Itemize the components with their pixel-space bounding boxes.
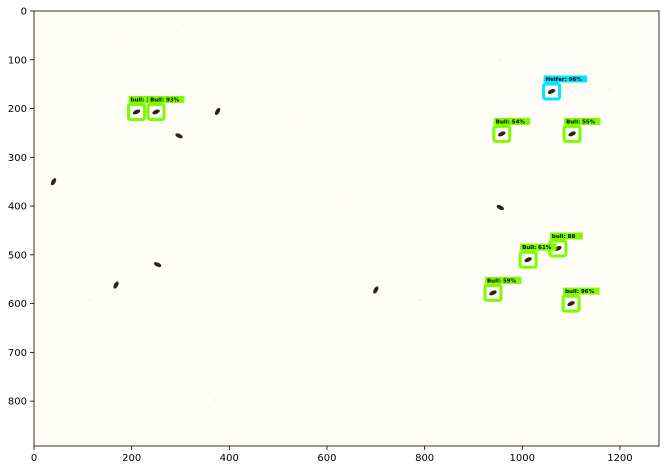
detection-label-bg <box>543 75 588 83</box>
detection-box <box>518 250 538 269</box>
detection-box <box>562 124 582 143</box>
detection-bull: Bull: 55% <box>562 117 601 143</box>
y-tick-label: 700 <box>8 348 27 359</box>
detection-label-bg <box>148 95 185 103</box>
insect <box>524 257 532 263</box>
detection-label: Bull: 93% <box>150 97 180 103</box>
detection-bull: Bull: 59% <box>483 276 522 302</box>
insect <box>568 131 576 137</box>
detection-heifer: Heifer: 96% <box>542 75 588 101</box>
detection-box <box>492 124 512 143</box>
insect <box>152 109 160 115</box>
insect <box>489 290 497 296</box>
detection-label: Heifer: 96% <box>546 77 583 83</box>
insect <box>498 131 506 137</box>
y-tick-label: 200 <box>8 104 27 115</box>
insect <box>113 281 119 289</box>
detection-box <box>146 102 166 121</box>
y-tick-label: 800 <box>8 397 27 408</box>
x-tick-label: 600 <box>317 453 336 464</box>
detection-label-bg <box>484 276 522 284</box>
x-tick-label: 0 <box>31 453 37 464</box>
y-tick-label: 400 <box>8 202 27 213</box>
detection-box <box>542 82 562 101</box>
x-tick-label: 1000 <box>510 453 535 464</box>
detection-layer: bull: 3 Bull: 93% Heifer: 96% Bull: 54% Bull… <box>127 75 601 313</box>
detection-label: Bull: 54% <box>496 119 526 125</box>
x-tick-label: 800 <box>415 453 434 464</box>
insect <box>567 301 575 307</box>
detection-label: Bull: 59% <box>487 278 517 284</box>
insect <box>496 205 505 211</box>
detection-bull: Bull: 54% <box>492 117 531 143</box>
y-tick-label: 300 <box>8 153 27 164</box>
x-tick-label: 400 <box>220 453 239 464</box>
x-axis: 0 200 400 600 800 1000 1200 <box>31 446 633 464</box>
detection-label: bull: 88 <box>552 234 576 240</box>
insect-layer <box>50 107 505 294</box>
detection-box <box>561 294 581 313</box>
detection-bull: bull: 3 <box>127 95 158 121</box>
detection-label: Bull: 55% <box>566 119 596 125</box>
y-tick-label: 0 <box>21 7 27 18</box>
detection-label-bg <box>564 117 601 125</box>
detection-label-bg <box>520 243 557 251</box>
y-tick-label: 600 <box>8 299 27 310</box>
insect <box>132 109 141 115</box>
insect <box>50 178 57 186</box>
detection-bull: Bull: 93% <box>146 95 185 121</box>
x-tick-label: 1200 <box>607 453 632 464</box>
detection-label-bg <box>563 287 600 295</box>
y-tick-label: 500 <box>8 250 27 261</box>
insect <box>175 133 183 139</box>
insect <box>153 262 162 268</box>
x-tick-label: 200 <box>122 453 141 464</box>
detection-label-bg <box>493 117 531 125</box>
detection-box <box>483 283 503 302</box>
detection-label-bg <box>549 232 583 240</box>
y-axis: 0 100 200 300 400 500 600 700 800 <box>8 7 34 408</box>
insect <box>373 286 379 294</box>
plot-frame <box>33 10 660 447</box>
detection-bull: bull: 96% <box>561 287 600 313</box>
paper-texture <box>89 24 641 421</box>
detection-bull: Bull: 61% <box>518 243 557 269</box>
detection-label-bg <box>128 95 158 103</box>
detection-label: Bull: 61% <box>522 245 552 251</box>
insect <box>214 107 221 116</box>
detection-label: bull: 96% <box>565 289 594 295</box>
detection-label: bull: 3 <box>131 97 151 103</box>
y-tick-label: 100 <box>8 55 27 66</box>
detection-box <box>127 102 147 121</box>
insect <box>547 88 556 94</box>
